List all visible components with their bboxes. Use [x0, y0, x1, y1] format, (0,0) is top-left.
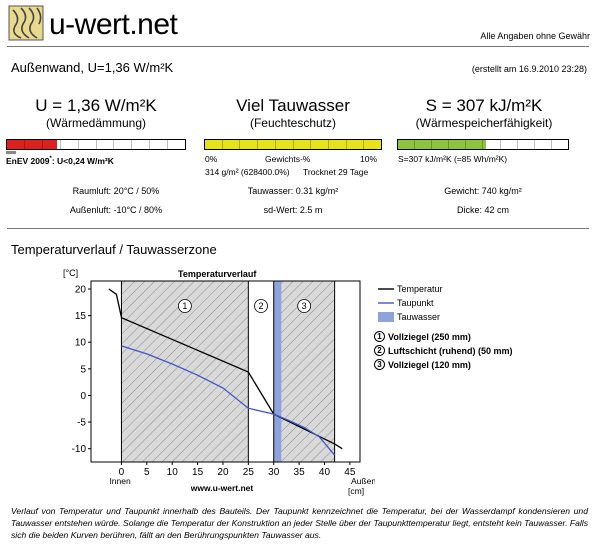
legend-temperatur: Temperatur	[378, 284, 443, 294]
metric-storage: S = 307 kJ/m²K (Wärmespeicherfähigkeit)	[394, 96, 574, 131]
temperature-chart: 1 2 3 20 15 10 5 0 -5 -10 0 5 10 15 20 25 30 35 40 45 [°C] Te…	[63, 268, 375, 496]
section-title-temperature: Temperaturverlauf / Tauwasserzone	[11, 242, 217, 257]
chart-explanation: Verlauf von Temperatur und Taupunkt inne…	[11, 506, 588, 540]
y-axis-label: [°C]	[63, 268, 78, 278]
y-tick-label: -5	[77, 418, 86, 429]
storage-value: S = 307 kJ/m²K	[425, 96, 543, 115]
gewicht-info: Gewicht: 740 kg/m²	[444, 186, 522, 196]
u-label: (Wärmedämmung)	[45, 116, 147, 130]
legend-taupunkt-swatch-icon	[378, 302, 394, 304]
storage-rating-bar	[397, 139, 569, 150]
legend-taupunkt: Taupunkt	[378, 298, 434, 308]
enev-requirement: EnEV 2009*: U<0,24 W/m²K	[6, 156, 114, 166]
y-tick-label: 15	[75, 311, 87, 322]
storage-detail: S=307 kJ/m²K (=85 Wh/m²K)	[398, 154, 508, 164]
y-tick-label: -10	[72, 444, 87, 455]
condensation-zone	[273, 281, 282, 462]
moisture-scale-mid: Gewichts-%	[265, 154, 311, 164]
moisture-rating-fill	[205, 140, 381, 149]
u-value: U = 1,36 W/m²K	[35, 96, 157, 115]
enev-marker	[6, 151, 16, 154]
layer-1-marker	[177, 299, 192, 313]
layer-3-marker	[297, 299, 312, 313]
legend-temperatur-swatch-icon	[378, 288, 394, 290]
layer-1-label: 1	[182, 301, 187, 311]
x-tick-label: 15	[192, 467, 204, 478]
chart-watermark: www.u-wert.net	[190, 483, 254, 493]
x-tick-label: 25	[243, 467, 255, 478]
moisture-scale-max: 10%	[360, 154, 378, 164]
layer-2-marker	[254, 299, 268, 313]
storage-rating-fill	[398, 140, 487, 149]
layer-legend-3: 3 Vollziegel (120 mm)	[374, 359, 471, 370]
chart-title: Temperaturverlauf	[178, 269, 257, 279]
x-tick-label: 20	[217, 467, 229, 478]
tauwasser-info: Tauwasser: 0.31 kg/m²	[247, 186, 339, 196]
series-temperatur-line	[108, 288, 343, 450]
legend-tauwasser: Tauwasser	[378, 312, 440, 322]
layer-number-2-icon: 2	[374, 345, 385, 356]
x-inside-label: Innen	[109, 476, 131, 486]
x-tick-label: 10	[167, 467, 179, 478]
layer-number-1-icon: 1	[374, 331, 385, 342]
y-tick-label: 10	[75, 338, 87, 349]
moisture-scale-min: 0%	[205, 154, 218, 164]
component-title: Außenwand, U=1,36 W/m²K	[11, 60, 174, 75]
x-tick-label: 40	[319, 467, 331, 478]
raumluft-info: Raumluft: 20°C / 50%	[72, 186, 160, 196]
sd-wert-info: sd-Wert: 2.5 m	[263, 205, 323, 215]
x-tick-label: 35	[294, 467, 306, 478]
y-tick-label: 0	[80, 391, 86, 402]
layer-legend-2: 2 Luftschicht (ruhend) (50 mm)	[374, 345, 513, 356]
created-timestamp: (erstellt am 16.9.2010 23:28)	[471, 64, 587, 74]
storage-label: (Wärmespeicherfähigkeit)	[415, 116, 553, 130]
section-divider	[7, 228, 589, 229]
metric-u: U = 1,36 W/m²K (Wärmedämmung)	[6, 96, 186, 131]
y-tick-label: 20	[75, 284, 87, 295]
moisture-value: Viel Tauwasser	[236, 96, 350, 115]
x-tick-label: 45	[344, 467, 356, 478]
header-divider	[7, 46, 589, 47]
moisture-label: (Feuchteschutz)	[249, 116, 337, 130]
aussenluft-info: Außenluft: -10°C / 80%	[69, 205, 163, 215]
layer-3-label: 3	[302, 301, 307, 311]
metric-moisture: Viel Tauwasser (Feuchteschutz)	[203, 96, 383, 131]
layer-number-3-icon: 3	[374, 359, 385, 370]
x-outside-label: Außen	[351, 476, 375, 486]
u-rating-fill	[7, 140, 57, 149]
y-tick-label: 5	[80, 364, 86, 375]
layer-legend-1: 1 Vollziegel (250 mm)	[374, 331, 471, 342]
plot-frame	[90, 280, 361, 463]
moisture-detail-amount: 314 g/m² (628400.0%)	[205, 167, 290, 177]
moisture-detail-drying: Trocknet 29 Tage	[303, 167, 369, 177]
layer-2-label: 2	[259, 301, 264, 311]
u-rating-bar	[6, 139, 186, 150]
disclaimer: Alle Angaben ohne Gewähr	[480, 31, 590, 41]
x-tick-label: 0	[119, 467, 125, 478]
moisture-rating-bar	[204, 139, 382, 150]
x-tick-label: 30	[268, 467, 280, 478]
series-taupunkt-line	[121, 345, 336, 456]
logo-text: u-wert.net	[49, 8, 178, 41]
dicke-info: Dicke: 42 cm	[456, 205, 509, 215]
x-axis-label: [cm]	[348, 486, 364, 496]
x-tick-label: 5	[144, 467, 150, 478]
legend-tauwasser-swatch-icon	[378, 312, 394, 322]
logo-mark-icon	[8, 5, 44, 41]
